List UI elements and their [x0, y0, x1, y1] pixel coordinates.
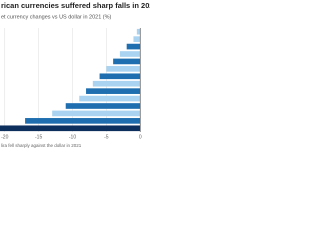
- bar: [136, 28, 141, 35]
- chart-subtitle: et currency changes vs US dollar in 2021…: [1, 14, 112, 20]
- plot-area: [0, 28, 141, 132]
- bar: [126, 43, 141, 50]
- x-tick-label: -20: [1, 134, 8, 140]
- bar: [113, 58, 141, 65]
- bar: [52, 110, 141, 117]
- bar: [119, 51, 141, 57]
- x-tick-label: -5: [104, 134, 109, 140]
- x-tick-label: 0: [139, 134, 142, 140]
- chart: rican currencies suffered sharp falls in…: [0, 1, 150, 148]
- bar: [79, 95, 141, 102]
- x-tick-label: -15: [35, 134, 42, 140]
- bar: [92, 80, 141, 87]
- bar: [25, 118, 141, 124]
- bar: [65, 103, 141, 109]
- bar: [133, 36, 141, 42]
- bar: [106, 66, 141, 72]
- footnote: lira fell sharply against the dollar in …: [1, 143, 82, 148]
- bar: [86, 88, 141, 94]
- x-tick-label: -10: [69, 134, 76, 140]
- chart-title: rican currencies suffered sharp falls in…: [1, 1, 150, 10]
- bar: [99, 73, 141, 80]
- bar: [0, 125, 141, 132]
